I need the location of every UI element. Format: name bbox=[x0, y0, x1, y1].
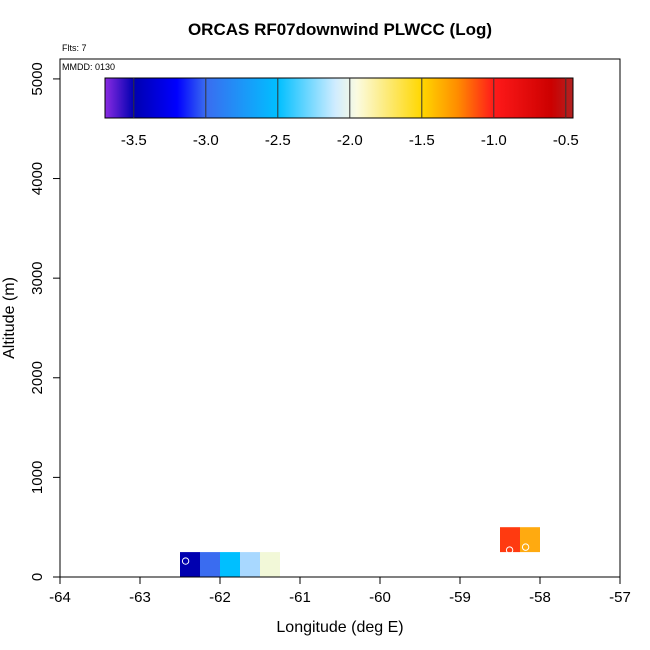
data-cell bbox=[500, 527, 520, 553]
data-cell bbox=[260, 552, 280, 577]
x-tick-label: -60 bbox=[369, 589, 391, 606]
data-cell bbox=[180, 552, 200, 577]
y-tick-label: 1000 bbox=[29, 461, 46, 494]
y-axis-label: Altitude (m) bbox=[1, 277, 18, 359]
data-cell bbox=[240, 552, 260, 577]
x-tick-label: -59 bbox=[449, 589, 471, 606]
y-tick-label: 2000 bbox=[29, 361, 46, 394]
x-tick-label: -63 bbox=[129, 589, 151, 606]
colorbar-tick-label: -3.5 bbox=[121, 132, 147, 149]
colorbar-tick-label: -0.5 bbox=[553, 132, 579, 149]
y-tick-label: 3000 bbox=[29, 261, 46, 294]
data-cell bbox=[220, 552, 240, 577]
chart-title: ORCAS RF07downwind PLWCC (Log) bbox=[188, 20, 492, 39]
colorbar-tick-label: -2.5 bbox=[265, 132, 291, 149]
colorbar-gradient bbox=[104, 77, 574, 119]
data-cell bbox=[200, 552, 220, 577]
x-tick-label: -61 bbox=[289, 589, 311, 606]
y-tick-label: 0 bbox=[29, 573, 46, 581]
colorbar-tick-label: -1.0 bbox=[481, 132, 507, 149]
data-points bbox=[181, 543, 530, 565]
y-tick-label: 4000 bbox=[29, 162, 46, 195]
colorbar-tick-label: -2.0 bbox=[337, 132, 363, 149]
flights-label: Flts: 7 bbox=[62, 43, 87, 53]
x-axis-label: Longitude (deg E) bbox=[276, 619, 403, 636]
data-point bbox=[181, 557, 190, 565]
x-tick-label: -58 bbox=[529, 589, 551, 606]
data-point bbox=[521, 543, 530, 551]
y-axis: 0 1000 2000 3000 4000 5000 bbox=[29, 59, 61, 581]
data-cells bbox=[180, 527, 540, 577]
date-label: MMDD: 0130 bbox=[62, 62, 115, 72]
x-tick-label: -57 bbox=[609, 589, 631, 606]
colorbar-tick-label: -3.0 bbox=[193, 132, 219, 149]
data-point bbox=[505, 546, 514, 554]
y-tick-label: 5000 bbox=[29, 62, 46, 95]
x-tick-label: -62 bbox=[209, 589, 231, 606]
x-tick-label: -64 bbox=[49, 589, 71, 606]
colorbar: -3.5 -3.0 -2.5 -2.0 -1.5 -1.0 -0.5 bbox=[104, 77, 579, 149]
x-axis: -64 -63 -62 -61 -60 -59 -58 -57 bbox=[49, 576, 631, 606]
colorbar-tick-label: -1.5 bbox=[409, 132, 435, 149]
data-cell bbox=[520, 527, 540, 553]
